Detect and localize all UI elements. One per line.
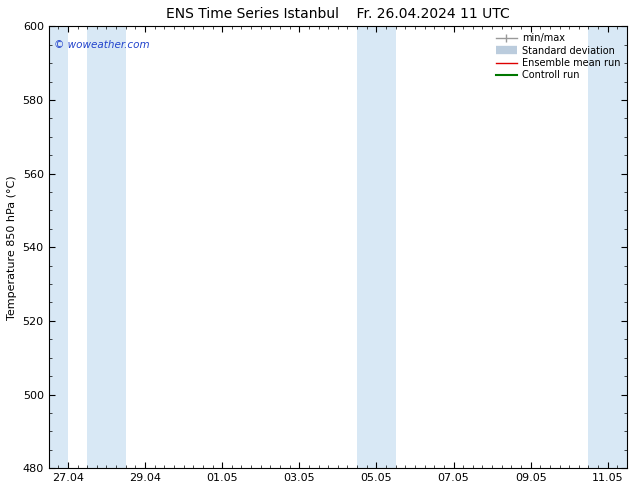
- Y-axis label: Temperature 850 hPa (°C): Temperature 850 hPa (°C): [7, 175, 17, 319]
- Title: ENS Time Series Istanbul    Fr. 26.04.2024 11 UTC: ENS Time Series Istanbul Fr. 26.04.2024 …: [166, 7, 510, 21]
- Bar: [87, 26, 126, 468]
- Legend: min/max, Standard deviation, Ensemble mean run, Controll run: min/max, Standard deviation, Ensemble me…: [493, 31, 622, 82]
- Bar: [357, 26, 396, 468]
- Bar: [588, 26, 627, 468]
- Bar: [49, 26, 68, 468]
- Text: © woweather.com: © woweather.com: [55, 40, 150, 49]
